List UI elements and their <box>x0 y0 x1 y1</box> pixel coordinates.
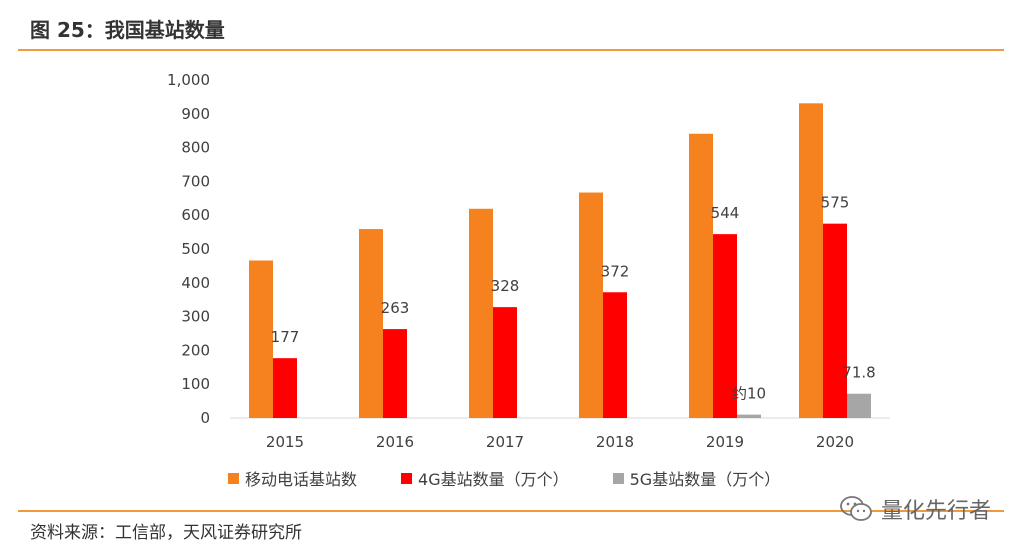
x-tick-label: 2016 <box>376 433 414 451</box>
y-tick-label: 300 <box>181 308 210 326</box>
bar-1 <box>579 192 603 418</box>
y-tick-label: 0 <box>200 409 210 427</box>
wechat-icon <box>840 496 872 521</box>
bar-1 <box>249 260 273 418</box>
data-label: 71.8 <box>842 364 875 382</box>
y-tick-label: 900 <box>181 105 210 123</box>
y-tick-label: 100 <box>181 375 210 393</box>
top-rule <box>18 49 1004 51</box>
x-tick-label: 2015 <box>266 433 304 451</box>
x-tick-label: 2020 <box>816 433 854 451</box>
legend-item-series-2: 4G基站数量（万个） <box>401 466 569 490</box>
figure-title: 图 25：我国基站数量 <box>30 18 225 42</box>
y-tick-label: 600 <box>181 206 210 224</box>
x-tick-label: 2017 <box>486 433 524 451</box>
legend-label-series-2: 4G基站数量（万个） <box>418 470 569 489</box>
legend-label-series-1: 移动电话基站数 <box>245 470 358 489</box>
data-label: 约10 <box>732 385 766 403</box>
bar-1 <box>799 103 823 419</box>
legend-item-series-1: 移动电话基站数 <box>228 466 357 490</box>
y-tick-label: 1,000 <box>167 71 210 89</box>
y-tick-label: 400 <box>181 274 210 292</box>
bar-3 <box>737 414 761 418</box>
bar-2 <box>823 223 847 418</box>
legend-swatch-series-1 <box>228 472 239 484</box>
y-tick-label: 200 <box>181 341 210 359</box>
bar-2 <box>383 329 407 418</box>
bar-1 <box>689 133 713 418</box>
data-label: 372 <box>601 262 630 280</box>
data-label: 544 <box>711 204 740 222</box>
legend-label-series-3: 5G基站数量（万个） <box>629 470 781 489</box>
data-label: 328 <box>491 277 520 295</box>
bar-1 <box>359 229 383 418</box>
chart-legend: 移动电话基站数 4G基站数量（万个） 5G基站数量（万个） <box>228 466 780 490</box>
bar-2 <box>603 292 627 418</box>
y-tick-label: 700 <box>181 172 210 190</box>
bar-2 <box>273 358 297 418</box>
legend-swatch-series-3 <box>612 472 624 484</box>
data-label: 263 <box>381 299 410 317</box>
source-note: 资料来源：工信部，天风证券研究所 <box>30 523 302 543</box>
watermark-text: 量化先行者 <box>880 499 991 524</box>
bar-2 <box>713 234 737 418</box>
x-tick-label: 2019 <box>706 433 744 451</box>
legend-swatch-series-2 <box>401 472 413 484</box>
legend-item-series-3: 5G基站数量（万个） <box>612 466 781 490</box>
watermark: 量化先行者 <box>839 493 991 525</box>
bottom-rule <box>18 510 1004 512</box>
y-tick-label: 500 <box>181 240 210 258</box>
bar-chart: 0 100 200 300 400 500 600 700 800 900 1,000 2015 177… <box>167 71 890 451</box>
bar-3 <box>847 393 871 418</box>
bar-1 <box>469 208 493 418</box>
y-tick-label: 800 <box>181 139 210 157</box>
data-label: 575 <box>821 194 850 212</box>
x-tick-label: 2018 <box>596 433 634 451</box>
data-label: 177 <box>271 328 300 346</box>
bar-2 <box>493 307 517 418</box>
